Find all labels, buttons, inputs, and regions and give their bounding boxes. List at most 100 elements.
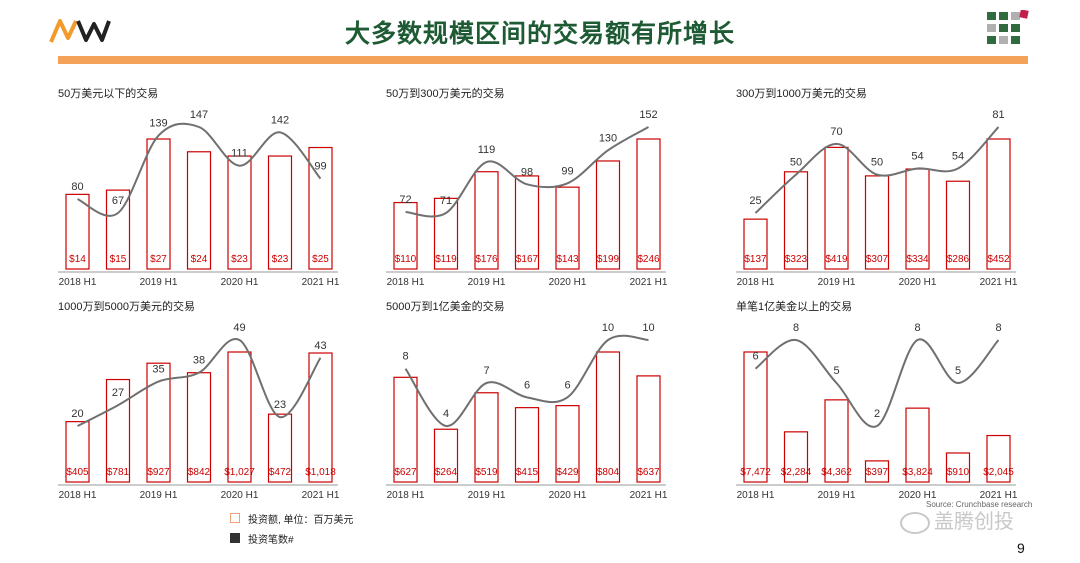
- x-tick-label: 2018 H1: [737, 277, 775, 288]
- bar: [783, 431, 809, 483]
- chart-svg: $7,472 $2,284 $4,362 $397 $3,824 $910 $2,045 6 8…: [736, 322, 1018, 501]
- count-line: [754, 126, 1000, 214]
- wechat-icon: [900, 511, 930, 534]
- bar: [743, 351, 768, 483]
- count-value-label: 72: [399, 194, 411, 206]
- x-tick-label: 2021 H1: [302, 490, 340, 501]
- watermark-text: 盖腾创投: [934, 511, 1014, 533]
- chart-panel: 5000万到1亿美金的交易 $627 $264 $519 $415 $429 $804 $6…: [386, 298, 676, 513]
- count-value-label: 25: [749, 195, 761, 207]
- bar-value-label: $927: [147, 467, 170, 478]
- bar-value-label: $27: [150, 254, 167, 265]
- count-value-label: 50: [790, 157, 802, 169]
- count-value-label: 147: [190, 109, 208, 121]
- count-line: [77, 337, 322, 427]
- bar: [555, 186, 580, 270]
- bar-value-label: $910: [947, 467, 970, 478]
- count-value-label: 152: [639, 109, 657, 121]
- bar: [783, 171, 809, 270]
- bar: [474, 392, 499, 483]
- bar: [186, 372, 212, 483]
- bar-value-label: $110: [395, 254, 417, 265]
- page-number: 9: [1017, 540, 1025, 556]
- bar: [905, 407, 930, 483]
- bar: [393, 201, 418, 270]
- bar: [267, 413, 293, 483]
- bar: [864, 460, 890, 483]
- bar-value-label: $781: [107, 467, 130, 478]
- bar-value-label: $23: [272, 254, 289, 265]
- bar-value-label: $119: [435, 254, 457, 265]
- bar-value-label: $176: [475, 254, 498, 265]
- bar: [227, 351, 252, 483]
- x-tick-label: 2019 H1: [818, 277, 856, 288]
- chart-title: 5000万到1亿美金的交易: [386, 301, 505, 313]
- bar-value-label: $143: [556, 254, 579, 265]
- bar: [555, 405, 580, 483]
- count-value-label: 5: [955, 365, 961, 377]
- count-line: [405, 126, 649, 218]
- bar: [308, 352, 333, 483]
- count-value-label: 54: [952, 150, 964, 162]
- x-tick-label: 2019 H1: [818, 490, 856, 501]
- bar-value-label: $1,018: [305, 467, 336, 478]
- bar-value-label: $842: [188, 467, 211, 478]
- count-value-label: 50: [871, 157, 883, 169]
- x-tick-label: 2018 H1: [387, 490, 425, 501]
- count-value-label: 80: [71, 181, 83, 193]
- bar-value-label: $15: [110, 254, 127, 265]
- bar: [105, 378, 131, 483]
- x-tick-label: 2020 H1: [899, 490, 937, 501]
- x-tick-label: 2020 H1: [549, 277, 587, 288]
- x-tick-label: 2019 H1: [468, 277, 506, 288]
- bar-value-label: $199: [597, 254, 620, 265]
- count-value-label: 20: [71, 408, 83, 420]
- bar: [743, 218, 768, 270]
- count-value-label: 8: [914, 322, 920, 334]
- count-value-label: 6: [564, 379, 570, 391]
- chart-title: 50万到300万美元的交易: [386, 88, 505, 100]
- chart-svg: $137 $323 $419 $307 $334 $286 $452 25 50 70 50 54 54…: [736, 109, 1018, 288]
- chart-title: 300万到1000万美元的交易: [736, 88, 867, 100]
- bar: [824, 399, 849, 483]
- count-value-label: 6: [752, 351, 758, 363]
- bar: [595, 160, 621, 270]
- count-value-label: 71: [440, 195, 452, 207]
- chart-svg: $14 $15 $27 $24 $23 $23 $25 80 67 139 147 111 142 99 2…: [58, 109, 340, 288]
- count-line: [77, 122, 322, 217]
- x-tick-label: 2020 H1: [221, 277, 259, 288]
- bar-value-label: $4,362: [821, 467, 852, 478]
- chart-svg: $110 $119 $176 $167 $143 $199 $246 72 71 119 98 99 1…: [386, 109, 668, 288]
- company-logo: [49, 19, 111, 43]
- bar-value-label: $415: [516, 467, 539, 478]
- chart-svg: $627 $264 $519 $415 $429 $804 $637 8 4 7 6 6 10 10 201…: [386, 322, 668, 501]
- count-value-label: 27: [112, 387, 124, 399]
- bar-value-label: $419: [825, 254, 848, 265]
- count-value-label: 10: [642, 322, 654, 334]
- count-value-label: 130: [599, 132, 617, 144]
- x-tick-label: 2021 H1: [980, 490, 1018, 501]
- chart-panel: 单笔1亿美金以上的交易 $7,472 $2,284 $4,362 $397 $3,824…: [736, 298, 1026, 513]
- chart-svg: $405 $781 $927 $842 $1,027 $472 $1,018 20 27 35 38…: [58, 322, 340, 501]
- bar-value-label: $2,284: [781, 467, 812, 478]
- bar-value-label: $397: [866, 467, 889, 478]
- count-value-label: 54: [911, 150, 923, 162]
- legend: 投资额, 单位：百万美元 投资笔数#: [230, 508, 354, 548]
- bar-value-label: $519: [475, 467, 498, 478]
- bar-value-label: $3,824: [902, 467, 933, 478]
- bar-value-label: $405: [66, 467, 89, 478]
- x-tick-label: 2018 H1: [59, 490, 97, 501]
- bar: [227, 155, 252, 270]
- count-value-label: 99: [314, 161, 326, 173]
- bar-value-label: $246: [637, 254, 660, 265]
- bar-value-label: $307: [866, 254, 889, 265]
- count-value-label: 4: [443, 408, 449, 420]
- bar: [474, 171, 499, 270]
- legend-label: 投资笔数#: [248, 534, 294, 546]
- chart-panel: 50万美元以下的交易 $14 $15 $27 $24 $23 $23 $25 80 67 139 1…: [58, 85, 348, 300]
- x-tick-label: 2018 H1: [59, 277, 97, 288]
- bar: [986, 138, 1011, 270]
- count-value-label: 43: [314, 340, 326, 352]
- bar: [65, 421, 90, 483]
- decorative-squares-icon: [987, 10, 1029, 44]
